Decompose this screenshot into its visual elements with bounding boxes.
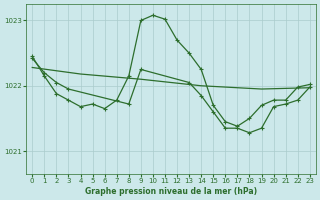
X-axis label: Graphe pression niveau de la mer (hPa): Graphe pression niveau de la mer (hPa) <box>85 187 257 196</box>
